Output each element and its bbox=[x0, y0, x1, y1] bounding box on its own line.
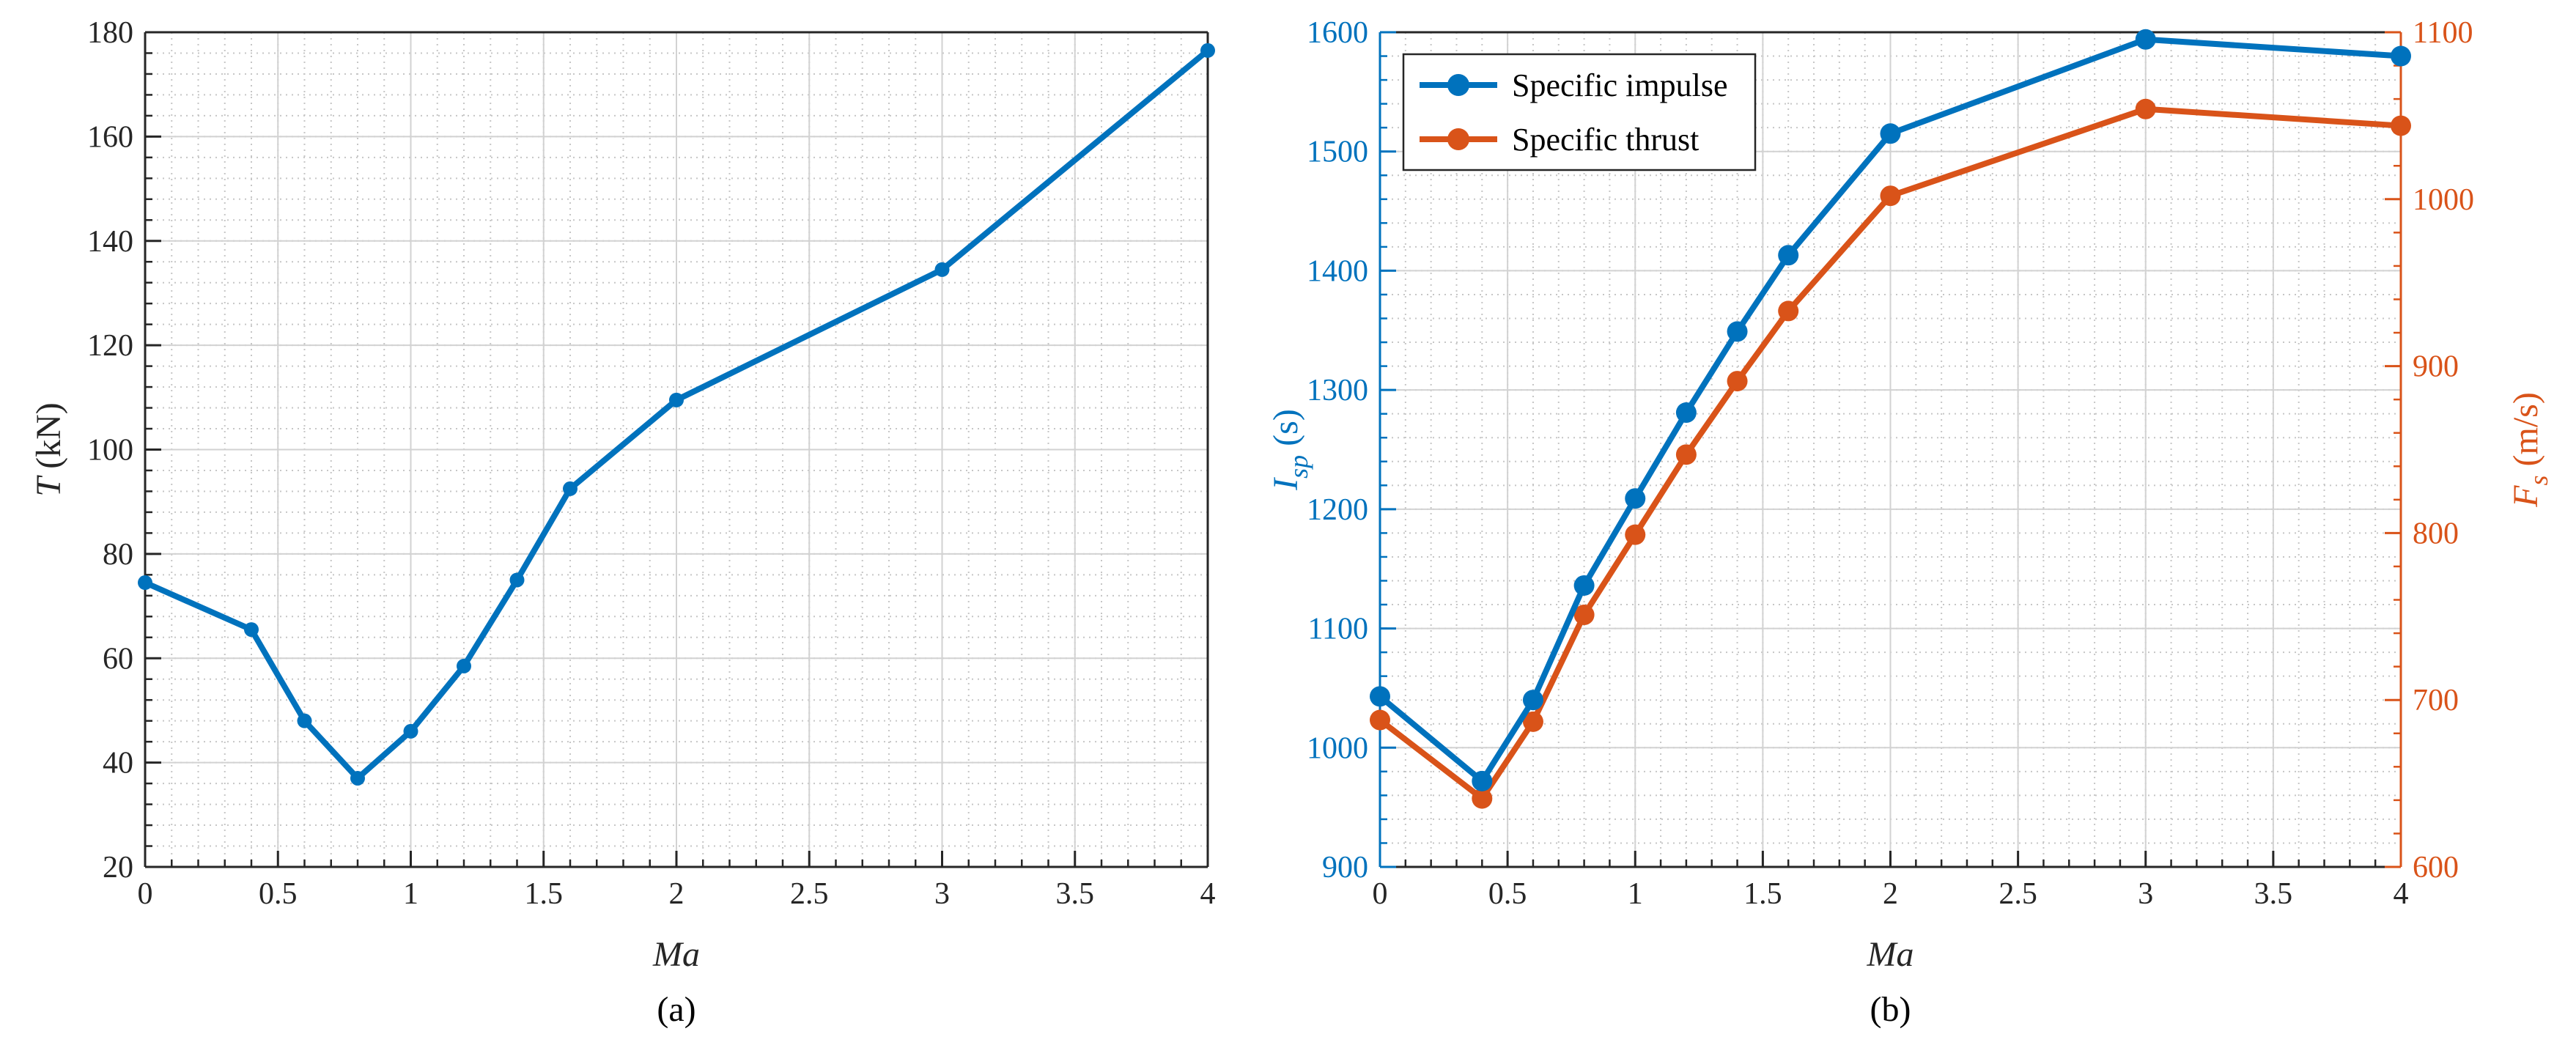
thrust-series-point bbox=[669, 392, 684, 407]
specific-impulse-series-point bbox=[1727, 321, 1748, 342]
left-y-axis-label: Isp (s) bbox=[1266, 409, 1313, 491]
chart-b: 0 0.5 1 1.5 2 2.5 3 3.5 4 900 1000 1100 1200 1300 1400… bbox=[1266, 16, 2553, 1029]
x-tick-label: 3 bbox=[2138, 877, 2153, 911]
x-tick-label: 3.5 bbox=[2254, 877, 2293, 911]
x-tick-label: 0.5 bbox=[259, 877, 298, 911]
specific-impulse-series-point bbox=[1675, 402, 1697, 424]
y-tick-label: 20 bbox=[103, 851, 133, 885]
thrust-series-point bbox=[244, 622, 259, 638]
specific-impulse-series-point bbox=[1625, 488, 1646, 509]
y-tick-label: 40 bbox=[103, 747, 133, 780]
x-tick-label: 0.5 bbox=[1488, 877, 1527, 911]
specific-impulse-series-point bbox=[1472, 770, 1493, 791]
chart-a: 0 0.5 1 1.5 2 2.5 3 3.5 4 20 40 60 80 100 120 140 160 180… bbox=[29, 16, 1216, 1029]
specific-impulse-series-point bbox=[2391, 45, 2411, 67]
legend-label: Specific impulse bbox=[1512, 67, 1728, 103]
y-tick-label: 1000 bbox=[1307, 731, 1368, 765]
thrust-series-point bbox=[297, 713, 312, 728]
y-tick-label: 1600 bbox=[1307, 16, 1368, 50]
specific-impulse-series-point bbox=[1778, 245, 1799, 266]
x-tick-label: 2.5 bbox=[1999, 877, 2037, 911]
legend-label: Specific thrust bbox=[1512, 122, 1699, 158]
y-tick-label: 60 bbox=[103, 642, 133, 676]
specific-impulse-series-point bbox=[1522, 690, 1543, 711]
specific-thrust-series-point bbox=[1778, 300, 1799, 322]
x-tick-label: 1 bbox=[1628, 877, 1643, 911]
y-tick-label: 100 bbox=[87, 434, 133, 468]
y-tick-label: 160 bbox=[87, 120, 133, 154]
specific-thrust-series-point bbox=[1727, 371, 1748, 392]
y-tick-label: 1500 bbox=[1307, 136, 1368, 169]
x-tick-label: 2.5 bbox=[790, 877, 829, 911]
legend-swatch-marker bbox=[1447, 74, 1469, 96]
thrust-series-point bbox=[403, 723, 418, 739]
thrust-series-point bbox=[509, 572, 525, 588]
y-tick-label: 1300 bbox=[1307, 374, 1368, 407]
specific-thrust-series-point bbox=[1522, 711, 1543, 732]
thrust-series-point bbox=[350, 770, 365, 786]
legend: Specific impulse Specific thrust bbox=[1402, 53, 1757, 171]
specific-thrust-series-point bbox=[1675, 444, 1697, 465]
y-axis-label: T (kN) bbox=[29, 402, 68, 496]
x-axis-label: Ma bbox=[652, 935, 700, 974]
x-tick-label: 1.5 bbox=[1743, 877, 1782, 911]
x-tick-label: 1 bbox=[403, 877, 418, 911]
right-y-axis-label: Fs (m/s) bbox=[2506, 392, 2553, 508]
thrust-series-point bbox=[563, 481, 577, 496]
thrust-series-point bbox=[457, 658, 471, 673]
y-tick-label: 120 bbox=[87, 329, 133, 363]
specific-thrust-series-point bbox=[1573, 605, 1595, 626]
x-axis-label: Ma bbox=[1867, 935, 1914, 974]
legend-box bbox=[1402, 53, 1757, 171]
specific-impulse-series-point bbox=[1573, 575, 1595, 596]
x-tick-label: 3 bbox=[934, 877, 950, 911]
specific-thrust-series-point bbox=[2391, 115, 2411, 136]
y-tick-label: 1200 bbox=[1307, 493, 1368, 527]
right-y-tick-label: 1000 bbox=[2413, 183, 2474, 217]
x-tick-label: 3.5 bbox=[1056, 877, 1095, 911]
y-tick-label: 1100 bbox=[1308, 613, 1368, 646]
x-tick-label: 4 bbox=[1200, 877, 1216, 911]
specific-impulse-series-point bbox=[1370, 686, 1390, 707]
x-tick-label: 2 bbox=[1883, 877, 1898, 911]
right-y-tick-label: 700 bbox=[2413, 684, 2459, 717]
y-tick-label: 1400 bbox=[1307, 254, 1368, 288]
x-tick-label: 2 bbox=[669, 877, 684, 911]
specific-impulse-series-point bbox=[2135, 29, 2156, 50]
y-tick-label: 80 bbox=[103, 538, 133, 572]
right-y-tick-label: 600 bbox=[2413, 851, 2459, 885]
x-tick-label: 4 bbox=[2394, 877, 2409, 911]
specific-thrust-series-point bbox=[1370, 709, 1390, 731]
y-tick-label: 140 bbox=[87, 225, 133, 259]
x-tick-label: 0 bbox=[1373, 877, 1388, 911]
thrust-series-point bbox=[1200, 43, 1215, 58]
y-tick-label: 180 bbox=[87, 16, 133, 50]
y-tick-label: 900 bbox=[1322, 851, 1368, 885]
specific-impulse-series-point bbox=[1880, 123, 1901, 144]
specific-thrust-series-point bbox=[2135, 98, 2156, 119]
right-y-tick-label: 1100 bbox=[2413, 16, 2473, 50]
right-y-tick-label: 900 bbox=[2413, 350, 2459, 384]
right-y-tick-label: 800 bbox=[2413, 517, 2459, 550]
legend-swatch-marker bbox=[1447, 128, 1469, 150]
specific-thrust-series-point bbox=[1472, 788, 1493, 809]
caption-b: (b) bbox=[1870, 990, 1911, 1029]
x-tick-label: 1.5 bbox=[525, 877, 564, 911]
caption-a: (a) bbox=[657, 990, 695, 1029]
x-tick-label: 0 bbox=[138, 877, 153, 911]
thrust-series-point bbox=[138, 575, 152, 591]
specific-thrust-series-point bbox=[1880, 185, 1901, 207]
specific-thrust-series-point bbox=[1625, 524, 1646, 545]
thrust-series-point bbox=[934, 262, 950, 277]
